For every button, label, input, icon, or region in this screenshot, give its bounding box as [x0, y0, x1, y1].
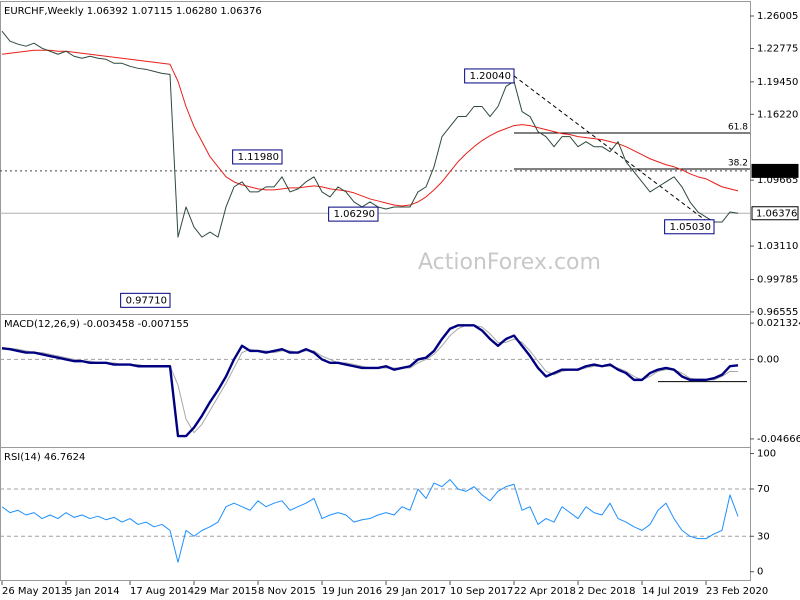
series-line [1, 479, 739, 563]
annotation-label: 1.20040 [470, 71, 511, 82]
annotation-box [664, 219, 715, 235]
x-tick-label: 19 Jun 2016 [322, 586, 382, 597]
y-tick-label: 0.99785 [757, 274, 798, 285]
x-tick-label: 2 Dec 2018 [578, 586, 636, 597]
y-tick-label: 0.96555 [757, 307, 798, 318]
annotation-box [328, 206, 379, 222]
x-tick-label: 23 Feb 2020 [706, 586, 768, 597]
panel-title: EURCHF,Weekly 1.06392 1.07115 1.06280 1.… [4, 6, 262, 17]
x-tick-label: 29 Mar 2015 [194, 586, 257, 597]
y-tick-label: 100 [757, 449, 776, 460]
fib-label: 61.8 [728, 123, 748, 133]
y-tick-label: 0.021324 [757, 318, 800, 329]
y-tick-label: 1.09665 [757, 175, 798, 186]
fib-label: 38.2 [728, 158, 748, 168]
y-tick-label: -0.046663 [757, 434, 800, 445]
x-tick-label: 26 May 2013 [2, 586, 67, 597]
annotation-label: 0.97710 [126, 295, 167, 306]
panel-title: MACD(12,26,9) -0.003458 -0.007155 [4, 319, 189, 330]
annotation-label: 1.06290 [334, 209, 375, 220]
annotation-box [120, 292, 171, 308]
panel-frame [0, 447, 751, 581]
y-tick-label: 0 [757, 567, 763, 578]
y-tick-label: 70 [757, 484, 770, 495]
level-label: 1.10590 [756, 166, 797, 177]
annotation-label: 1.05030 [670, 222, 711, 233]
x-tick-label: 8 Nov 2015 [258, 586, 316, 597]
y-tick-label: 1.26005 [757, 11, 798, 22]
series-line [1, 324, 739, 438]
y-tick-label: 0.00 [757, 354, 779, 365]
level-label: 1.06376 [756, 208, 797, 219]
watermark: ActionForex.com [418, 250, 601, 275]
y-tick-label: 1.22775 [757, 43, 798, 54]
x-tick-label: 10 Sep 2017 [450, 586, 513, 597]
series-line [1, 30, 739, 238]
y-tick-label: 30 [757, 531, 770, 542]
x-tick-label: 14 Jul 2019 [642, 586, 699, 597]
x-tick-label: 17 Aug 2014 [130, 586, 194, 597]
annotation-label: 1.11980 [238, 152, 279, 163]
annotation-box [232, 149, 283, 165]
x-tick-label: 29 Jan 2017 [386, 586, 446, 597]
level-box [751, 163, 799, 178]
level-box [751, 206, 799, 221]
series-line [1, 49, 739, 207]
y-tick-label: 1.19450 [757, 77, 798, 88]
y-tick-label: 1.16220 [757, 109, 798, 120]
x-tick-label: 5 Jan 2014 [66, 586, 120, 597]
x-tick-label: 22 Apr 2018 [514, 586, 576, 597]
y-tick-label: 1.03110 [757, 241, 798, 252]
annotation-box [464, 68, 515, 84]
panel-title: RSI(14) 46.7624 [4, 452, 85, 463]
